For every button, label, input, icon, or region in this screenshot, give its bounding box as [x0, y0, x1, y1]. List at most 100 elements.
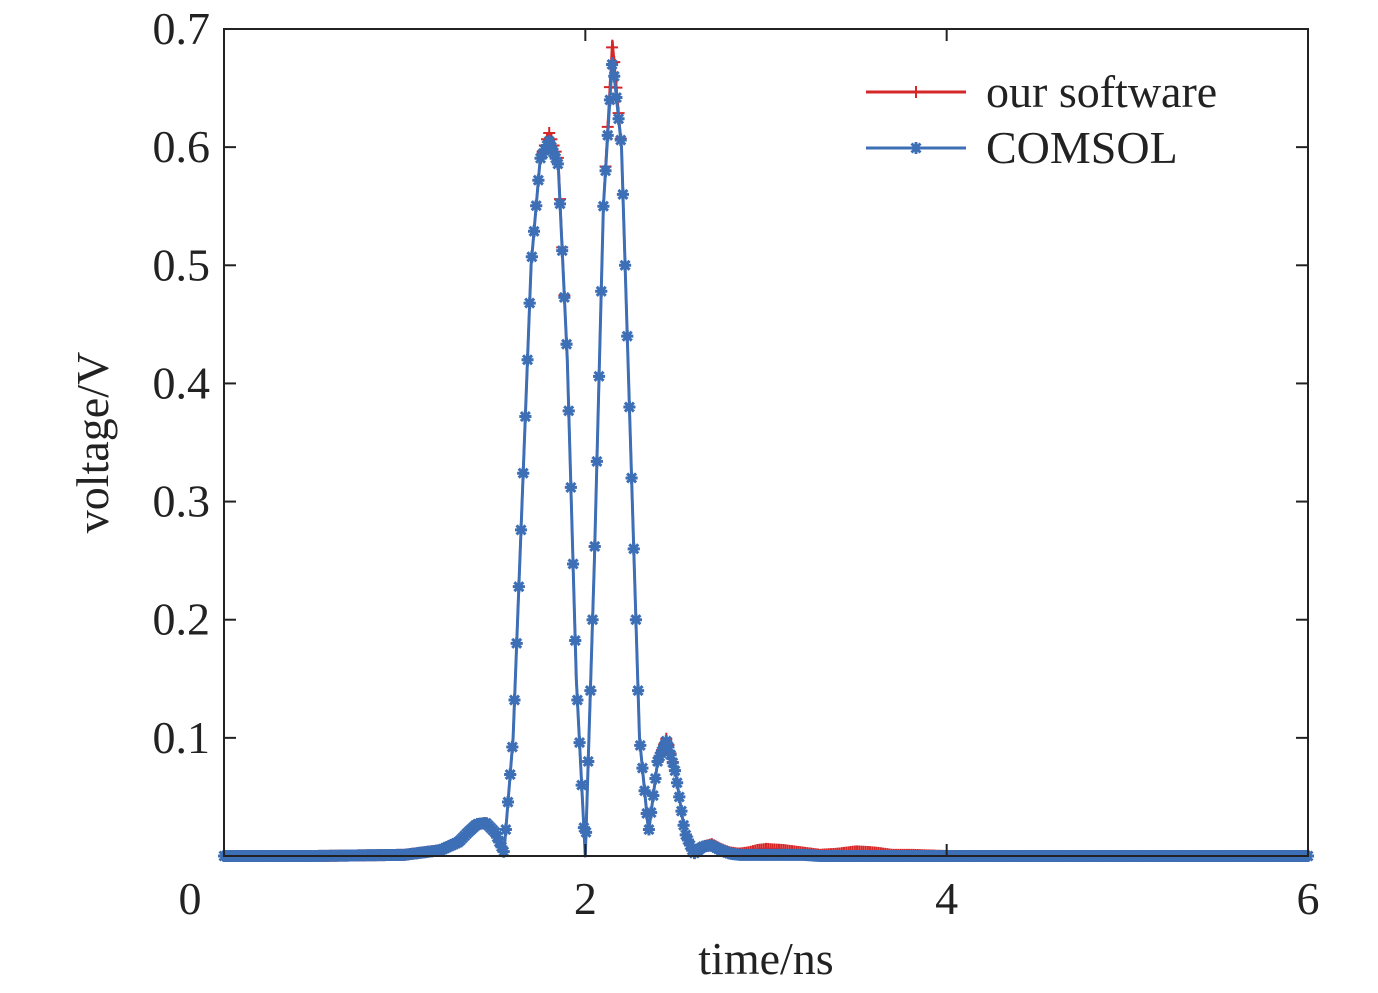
y-tick-label: 0.2	[153, 594, 211, 645]
x-tick-label: 0	[179, 873, 202, 924]
data-point	[582, 755, 595, 768]
data-point	[664, 748, 677, 761]
data-point	[625, 471, 638, 484]
data-point	[671, 776, 684, 789]
data-point	[647, 789, 660, 802]
x-tick-label: 4	[935, 873, 958, 924]
data-point	[523, 297, 536, 310]
data-point	[621, 330, 634, 343]
data-point	[502, 796, 515, 809]
data-point	[491, 831, 504, 844]
ticks-layer: 0 2 4 6 0.1 0.2 0.3 0.4 0.5 0.6 0.7	[153, 3, 1320, 924]
data-point	[597, 200, 610, 213]
data-point	[636, 762, 649, 775]
data-point	[651, 755, 664, 768]
data-point	[521, 353, 534, 366]
data-point	[558, 291, 571, 304]
data-point	[612, 112, 625, 125]
data-point	[632, 684, 645, 697]
data-point	[573, 736, 586, 749]
data-point	[584, 684, 597, 697]
data-point	[610, 91, 623, 104]
data-point	[569, 634, 582, 647]
y-tick-label: 0.5	[153, 239, 211, 290]
legend-label: COMSOL	[986, 122, 1178, 173]
data-point	[677, 819, 690, 832]
data-point	[675, 805, 688, 818]
data-point	[575, 779, 588, 792]
data-point	[528, 225, 541, 238]
data-point	[562, 404, 575, 417]
data-point	[577, 821, 590, 834]
data-point	[580, 826, 593, 839]
data-point	[684, 839, 697, 852]
data-point	[525, 250, 538, 263]
data-point	[517, 467, 530, 480]
data-point	[556, 244, 569, 257]
data-point	[655, 745, 668, 758]
y-axis-label: voltage/V	[67, 352, 118, 533]
data-point	[638, 784, 651, 797]
data-point	[495, 840, 508, 853]
data-point	[623, 401, 636, 414]
data-point	[497, 845, 510, 858]
data-point	[590, 455, 603, 468]
data-point	[642, 823, 655, 836]
data-point	[564, 481, 577, 494]
x-tick-label: 6	[1297, 873, 1320, 924]
data-point	[530, 199, 543, 212]
data-point	[588, 540, 601, 553]
legend-label: our software	[986, 66, 1217, 117]
data-point	[508, 694, 521, 707]
y-tick-label: 0.1	[153, 712, 211, 763]
data-point	[601, 129, 614, 142]
data-point	[614, 134, 627, 147]
data-point	[599, 164, 612, 177]
data-point	[662, 740, 675, 753]
data-point	[506, 741, 519, 754]
data-point	[489, 826, 501, 839]
x-axis-label: time/ns	[698, 933, 833, 984]
data-point	[653, 750, 666, 763]
legend-item: COMSOL	[866, 122, 1178, 173]
plot-frame	[223, 28, 1309, 857]
data-point	[627, 542, 640, 555]
data-point	[586, 613, 599, 626]
y-tick-label: 0.4	[153, 357, 211, 408]
data-point	[519, 410, 532, 423]
data-point	[567, 557, 580, 570]
data-point	[593, 370, 606, 383]
data-point	[571, 694, 584, 707]
x-tick-label: 2	[574, 873, 597, 924]
data-point	[554, 197, 567, 210]
data-point	[606, 41, 619, 54]
data-point	[515, 523, 528, 536]
legend-marker	[910, 86, 922, 98]
data-point	[629, 613, 642, 626]
data-point	[619, 259, 632, 272]
data-point	[512, 580, 525, 593]
data-point	[606, 58, 619, 71]
data-point	[545, 140, 558, 153]
data-point	[547, 146, 560, 159]
data-point	[616, 188, 629, 201]
data-point	[668, 764, 681, 777]
y-tick-label: 0.6	[153, 121, 211, 172]
data-point	[666, 756, 679, 769]
data-point	[560, 338, 573, 351]
data-point	[504, 768, 517, 781]
y-tick-label: 0.3	[153, 476, 211, 527]
data-point	[510, 637, 523, 650]
data-point	[645, 806, 658, 819]
data-point	[543, 135, 556, 148]
data-point	[551, 157, 564, 170]
data-point	[681, 834, 694, 847]
y-tick-label: 0.7	[153, 3, 211, 54]
legend-marker	[910, 142, 922, 154]
data-point	[532, 174, 545, 187]
legend-item: our software	[866, 66, 1217, 117]
data-point	[493, 836, 506, 849]
data-point	[499, 823, 512, 836]
